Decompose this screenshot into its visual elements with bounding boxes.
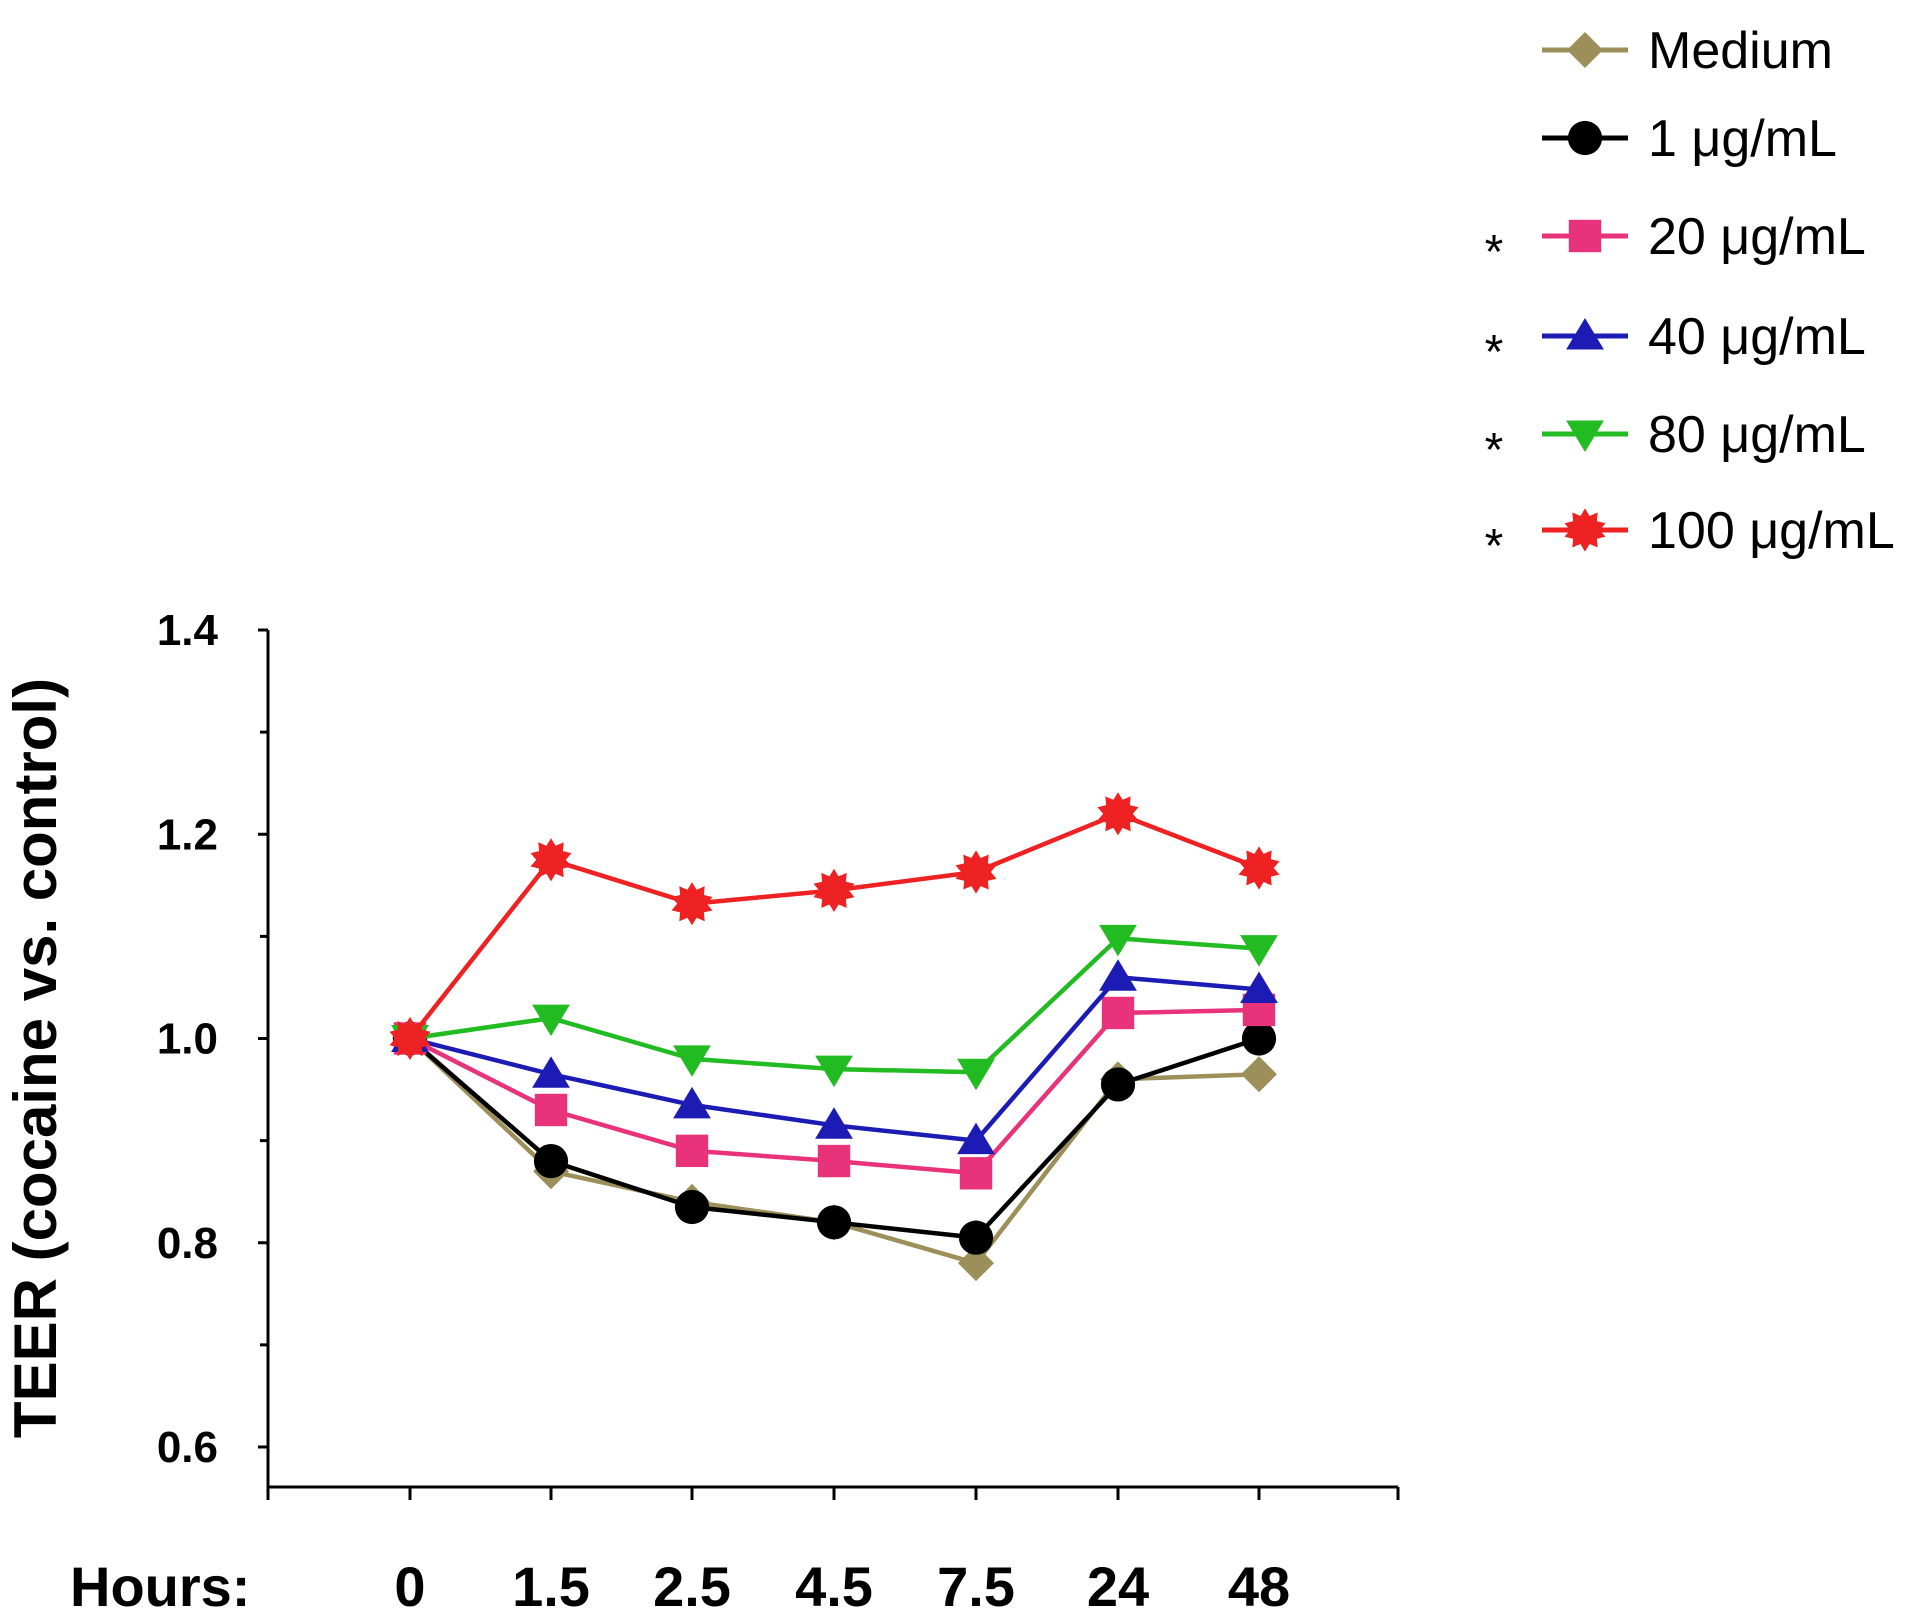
legend-label: 80 μg/mL: [1648, 406, 1866, 464]
series-layer: [389, 792, 1280, 1282]
legend-label: 1 μg/mL: [1648, 110, 1837, 168]
data-point: [816, 1205, 852, 1240]
legend-marker: [1567, 120, 1603, 156]
significance-marker: *: [1485, 326, 1504, 379]
data-point: [674, 1189, 710, 1225]
data-point: [1240, 971, 1278, 1003]
y-tick-label: 0.6: [157, 1423, 218, 1472]
data-point: [671, 882, 713, 926]
data-point: [1100, 1067, 1136, 1102]
y-tick-label: 0.8: [157, 1219, 218, 1268]
data-point: [958, 1220, 994, 1255]
legend-item: * 100 μg/mL: [1485, 502, 1895, 573]
x-tick-label: 4.5: [795, 1555, 873, 1613]
data-point: [815, 1055, 853, 1088]
data-point: [955, 850, 997, 894]
legend-item: 1 μg/mL: [1542, 110, 1837, 168]
data-point: [389, 1016, 431, 1061]
data-point: [959, 1157, 993, 1190]
y-tick-label: 1.0: [157, 1015, 218, 1064]
data-point: [957, 1058, 995, 1091]
legend-marker: [1568, 219, 1602, 253]
data-point: [534, 1093, 568, 1127]
data-point: [530, 838, 572, 882]
data-point: [532, 1004, 570, 1037]
legend-label: 20 μg/mL: [1648, 208, 1866, 266]
data-point: [817, 1144, 851, 1178]
data-point: [957, 1122, 995, 1155]
data-point: [958, 1245, 994, 1282]
y-tick-label: 1.4: [157, 606, 219, 655]
legend-marker: [1566, 318, 1604, 350]
x-ticks: 0 1.5 2.5 4.5 7.5 24 48: [266, 1487, 1400, 1613]
legend-marker: [1566, 420, 1604, 452]
x-tick-label: 0: [394, 1555, 425, 1613]
legend-label: Medium: [1648, 22, 1833, 80]
data-point: [813, 868, 855, 912]
data-point: [1240, 935, 1278, 967]
data-point: [1238, 846, 1280, 890]
series-100-g-ml: [389, 792, 1280, 1061]
data-point: [675, 1134, 709, 1168]
data-point: [1101, 996, 1135, 1030]
y-ticks: 0.6 0.8 1.0 1.2 1.4: [157, 606, 268, 1472]
data-point: [1241, 1056, 1277, 1093]
x-tick-label: 48: [1228, 1555, 1290, 1613]
data-point: [673, 1045, 711, 1077]
legend-item: Medium: [1542, 22, 1833, 80]
series-1-g-ml: [392, 1021, 1277, 1255]
data-point: [815, 1107, 853, 1139]
significance-marker: *: [1485, 424, 1504, 477]
legend: Medium 1 μg/mL * 20 μg/mL * 40 μg/mL * 80 μg/mL…: [1485, 22, 1895, 573]
significance-marker: *: [1485, 520, 1504, 573]
data-point: [1241, 1021, 1277, 1056]
legend-item: * 40 μg/mL: [1485, 308, 1866, 379]
legend-label: 100 μg/mL: [1648, 502, 1895, 560]
data-point: [532, 1056, 570, 1088]
significance-marker: *: [1485, 226, 1504, 279]
x-tick-label: 24: [1087, 1555, 1149, 1613]
data-point: [673, 1086, 711, 1119]
legend-label: 40 μg/mL: [1648, 308, 1866, 366]
legend-item: * 20 μg/mL: [1485, 208, 1866, 279]
data-point: [1097, 792, 1139, 836]
x-axis-title: Hours:: [70, 1555, 250, 1613]
y-tick-label: 1.2: [157, 810, 218, 859]
data-point: [1099, 924, 1137, 957]
legend-item: * 80 μg/mL: [1485, 406, 1866, 477]
y-axis-title: TEER (cocaine vs. control): [2, 678, 69, 1438]
x-tick-label: 1.5: [512, 1555, 590, 1613]
x-tick-label: 7.5: [937, 1555, 1015, 1613]
x-tick-label: 2.5: [653, 1555, 731, 1613]
data-point: [533, 1143, 569, 1179]
series-40-g-ml: [391, 959, 1278, 1155]
data-point: [1099, 959, 1137, 991]
legend-marker: [1564, 508, 1606, 552]
legend-marker: [1567, 32, 1603, 68]
